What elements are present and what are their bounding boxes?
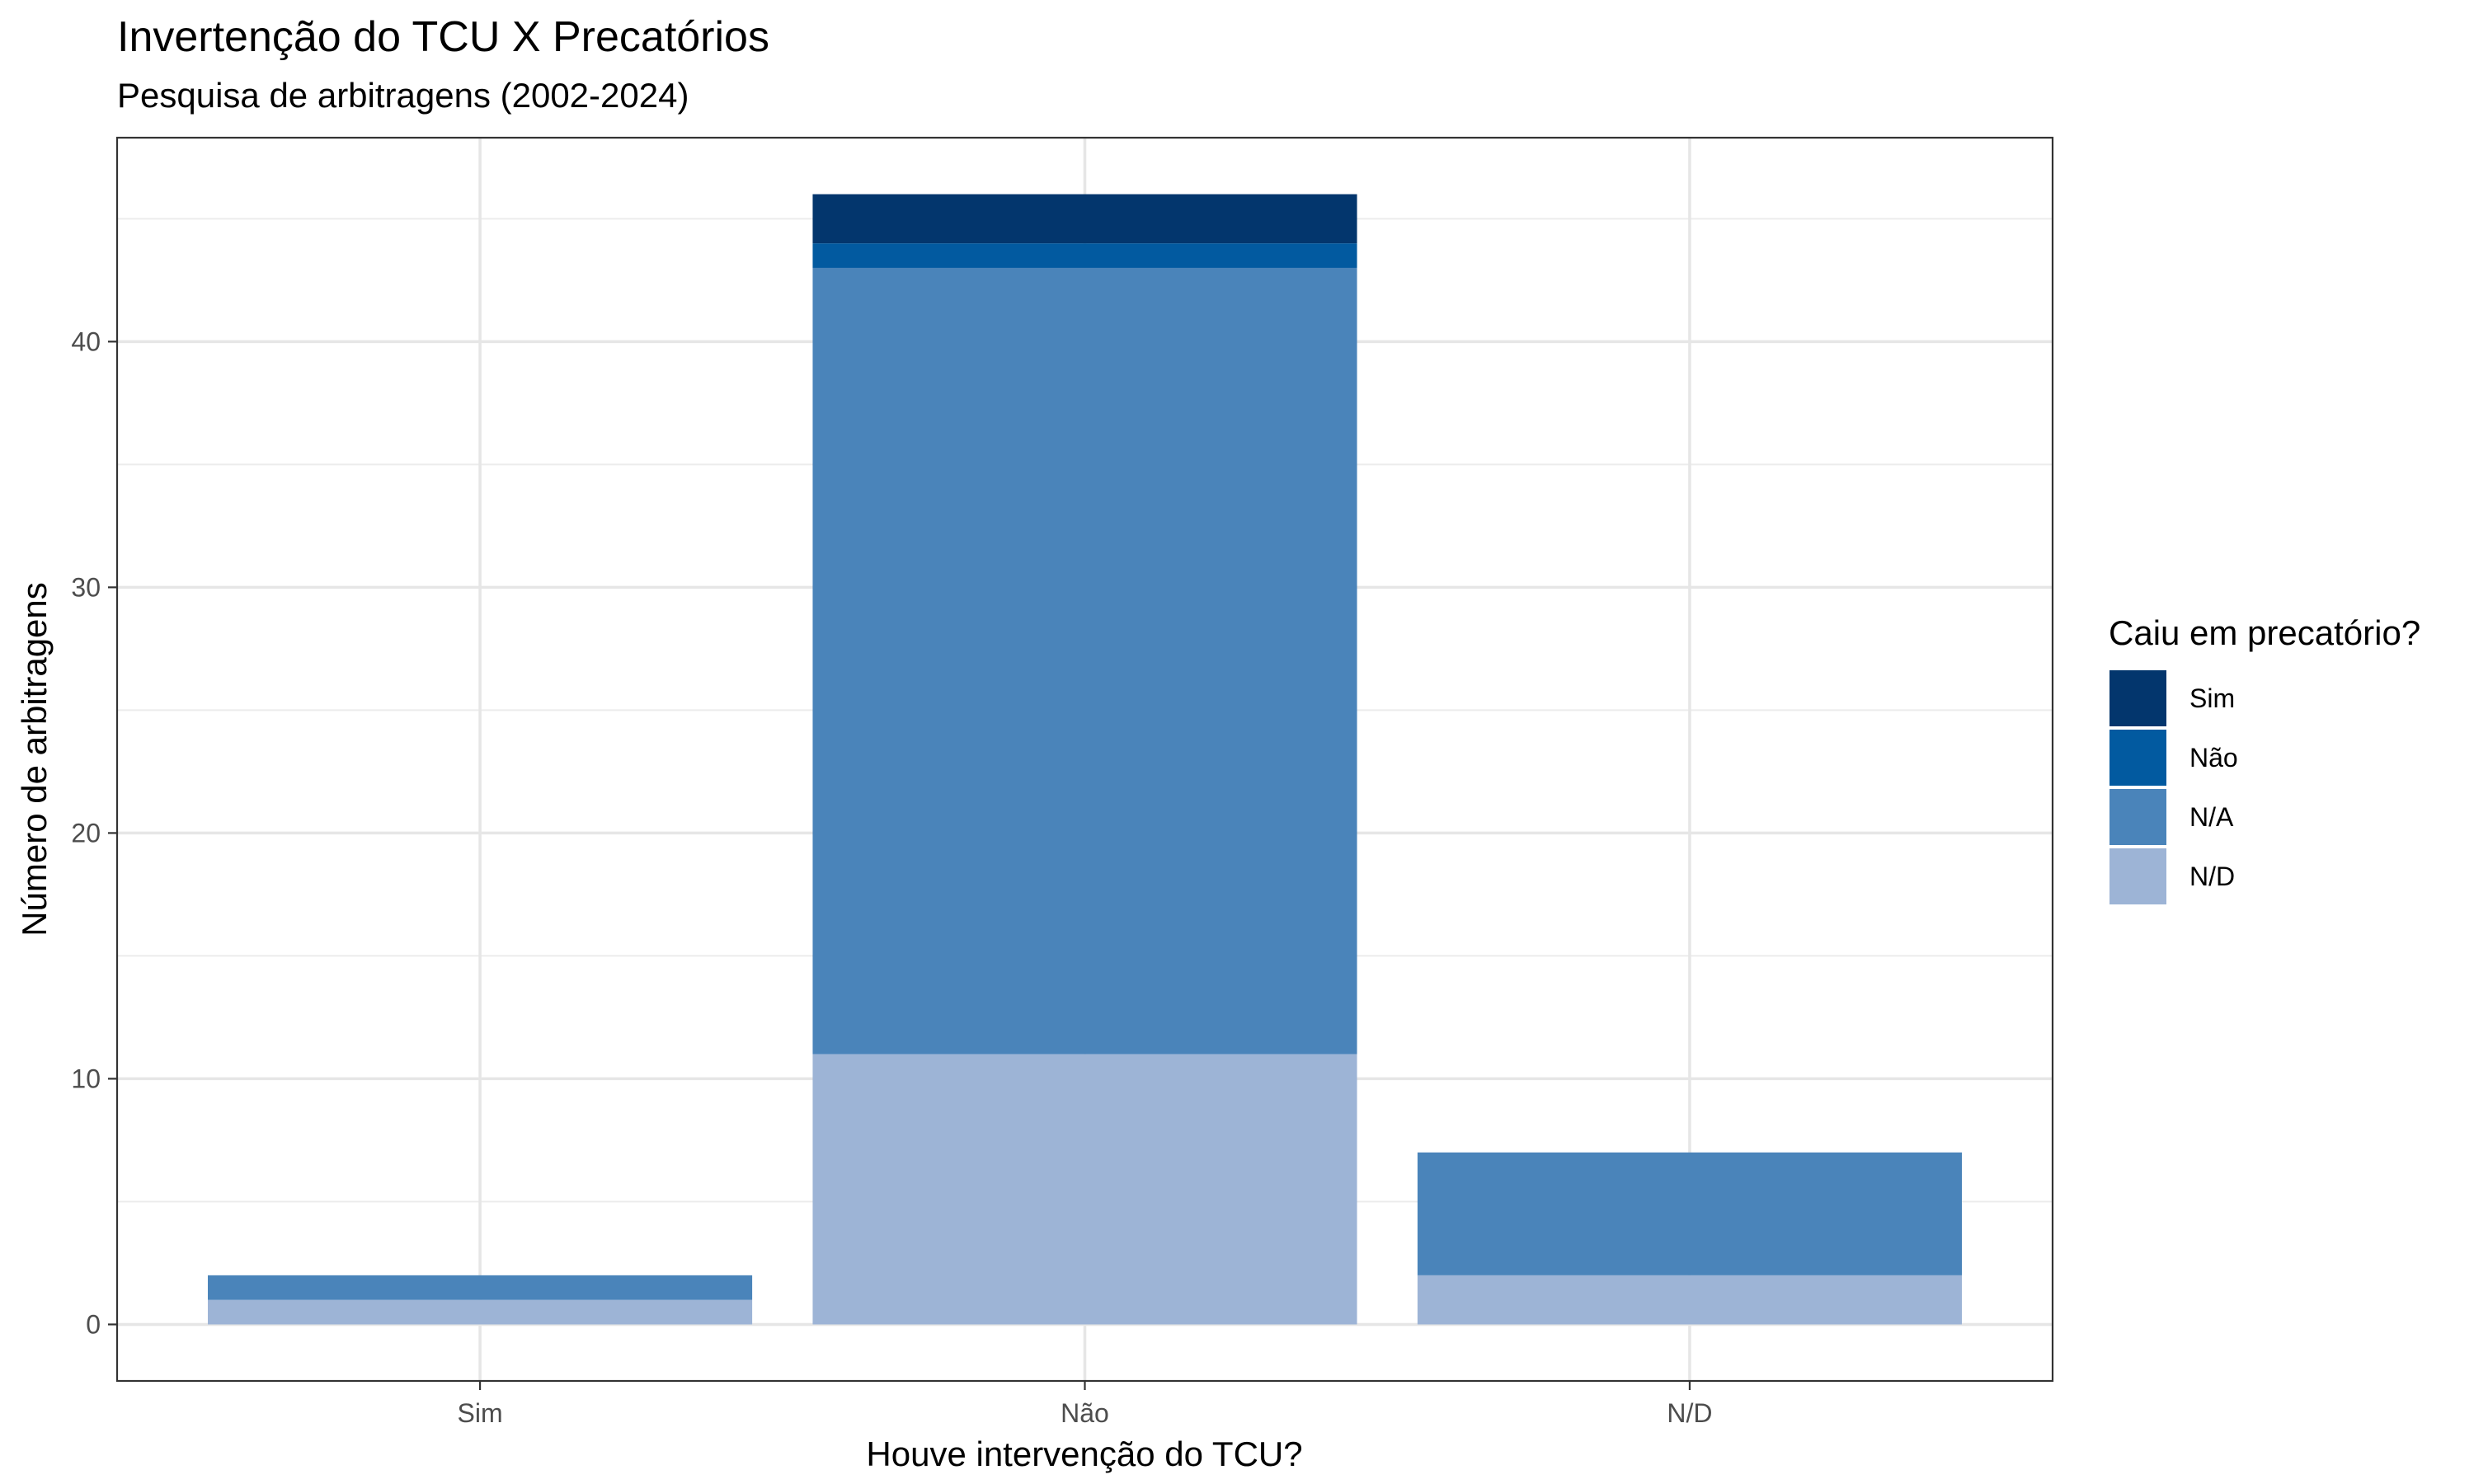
legend-label-na: N/A (2189, 802, 2234, 832)
bar-sim-nd (208, 1299, 753, 1325)
x-tick-label-2: N/D (1667, 1398, 1712, 1428)
y-tick-label-3: 30 (71, 572, 101, 602)
y-tick-label-2: 20 (71, 818, 101, 848)
legend-key-na (2109, 789, 2166, 845)
y-tick-label-0: 0 (86, 1309, 101, 1339)
legend-label-sim: Sim (2189, 683, 2235, 713)
bar-no-na (812, 267, 1357, 1054)
bar-no-sim (812, 194, 1357, 244)
legend-title: Caiu em precatório? (2109, 613, 2420, 652)
bars (208, 194, 1962, 1325)
x-axis: Sim Não N/D (458, 1381, 1712, 1428)
x-tick-label-1: Não (1061, 1398, 1109, 1428)
x-axis-title: Houve intervenção do TCU? (866, 1435, 1302, 1473)
legend-key-nd (2109, 848, 2166, 904)
y-axis-title: Número de arbitragens (15, 582, 54, 937)
legend-key-no (2109, 730, 2166, 786)
x-tick-label-0: Sim (458, 1398, 503, 1428)
y-tick-label-1: 10 (71, 1064, 101, 1093)
bar-nd-nd (1417, 1275, 1962, 1325)
bar-sim-na (208, 1275, 753, 1300)
bar-nd-na (1417, 1152, 1962, 1275)
chart-title: Invertenção do TCU X Precatórios (117, 13, 769, 61)
y-axis: 0 10 20 30 40 (71, 326, 117, 1339)
legend-key-sim (2109, 670, 2166, 726)
y-tick-label-4: 40 (71, 326, 101, 356)
bar-no-no (812, 243, 1357, 268)
chart-subtitle: Pesquisa de arbitragens (2002-2024) (117, 76, 689, 115)
legend: Caiu em precatório? Sim Não N/A N/D (2109, 613, 2420, 904)
legend-label-no: Não (2189, 743, 2238, 773)
legend-label-nd: N/D (2189, 862, 2235, 891)
bar-no-nd (812, 1054, 1357, 1325)
